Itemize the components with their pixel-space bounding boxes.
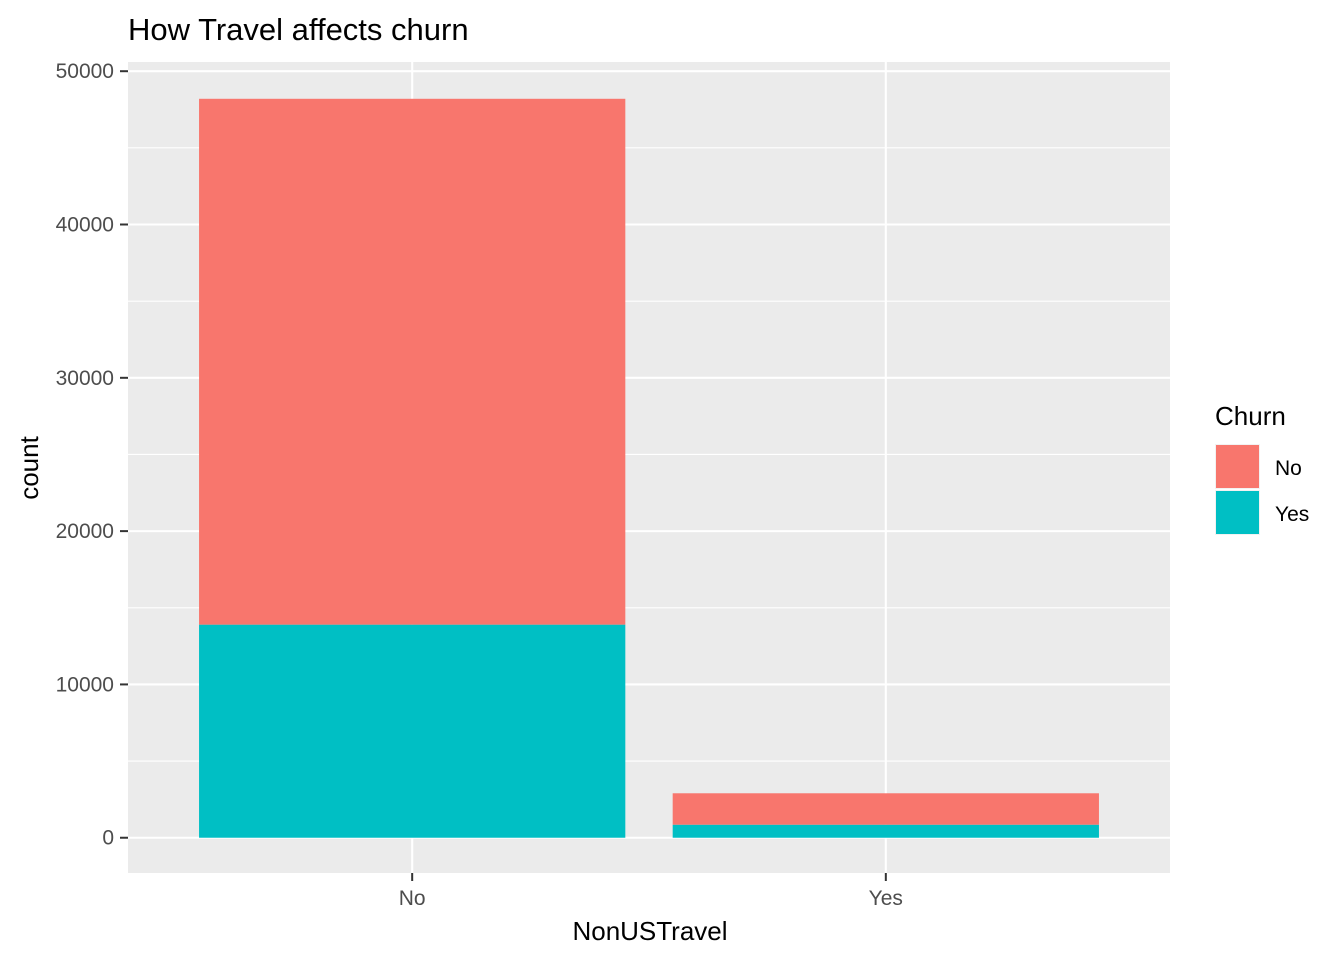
y-tick-label: 0: [102, 827, 114, 850]
y-tick-label: 10000: [56, 673, 114, 696]
y-axis-title: count: [14, 435, 44, 499]
legend-label-no: No: [1275, 457, 1302, 480]
y-tick-label: 20000: [56, 520, 114, 543]
bar-segment-yes-churn-yes: [672, 824, 1099, 838]
legend-swatch-yes: [1216, 491, 1259, 534]
y-tick-label: 30000: [56, 367, 114, 390]
x-tick-label: No: [399, 887, 426, 910]
x-axis-title: NonUSTravel: [572, 916, 727, 946]
bar-segment-no-churn-yes: [199, 624, 626, 838]
bar-segment-yes-churn-no: [672, 793, 1099, 825]
bar-segment-no-churn-no: [199, 98, 626, 625]
legend-title: Churn: [1215, 401, 1286, 431]
legend: Churn No Yes: [1215, 401, 1309, 535]
chart-title: How Travel affects churn: [128, 12, 469, 47]
y-axis: 0 10000 20000 30000 40000 50000: [56, 60, 128, 850]
bars: [199, 98, 1099, 838]
legend-label-yes: Yes: [1275, 503, 1309, 526]
x-tick-label: Yes: [869, 887, 903, 910]
x-axis: No Yes: [399, 873, 903, 910]
y-tick-label: 40000: [56, 214, 114, 237]
y-tick-label: 50000: [56, 60, 114, 83]
legend-swatch-no: [1216, 445, 1259, 488]
